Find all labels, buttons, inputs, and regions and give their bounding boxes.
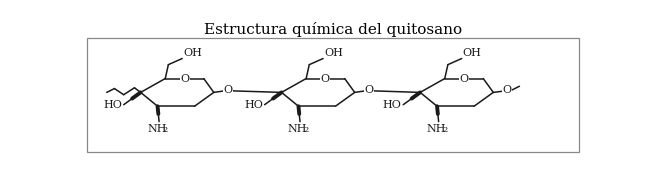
Text: HO: HO <box>383 100 402 110</box>
Text: HO: HO <box>103 100 122 110</box>
Text: 2: 2 <box>442 126 447 134</box>
Text: 2: 2 <box>162 126 168 134</box>
Text: O: O <box>223 85 232 95</box>
Text: 2: 2 <box>304 126 309 134</box>
Text: O: O <box>364 85 373 95</box>
Text: OH: OH <box>463 48 482 58</box>
Text: NH: NH <box>288 124 307 134</box>
Text: O: O <box>502 85 512 95</box>
Text: O: O <box>460 73 469 84</box>
Text: NH: NH <box>147 124 166 134</box>
Text: Estructura química del quitosano: Estructura química del quitosano <box>204 22 462 37</box>
Text: HO: HO <box>244 100 263 110</box>
Text: O: O <box>180 73 189 84</box>
Text: O: O <box>321 73 330 84</box>
Text: NH: NH <box>426 124 446 134</box>
Text: OH: OH <box>324 48 343 58</box>
Bar <box>88 38 578 152</box>
Text: OH: OH <box>183 48 202 58</box>
